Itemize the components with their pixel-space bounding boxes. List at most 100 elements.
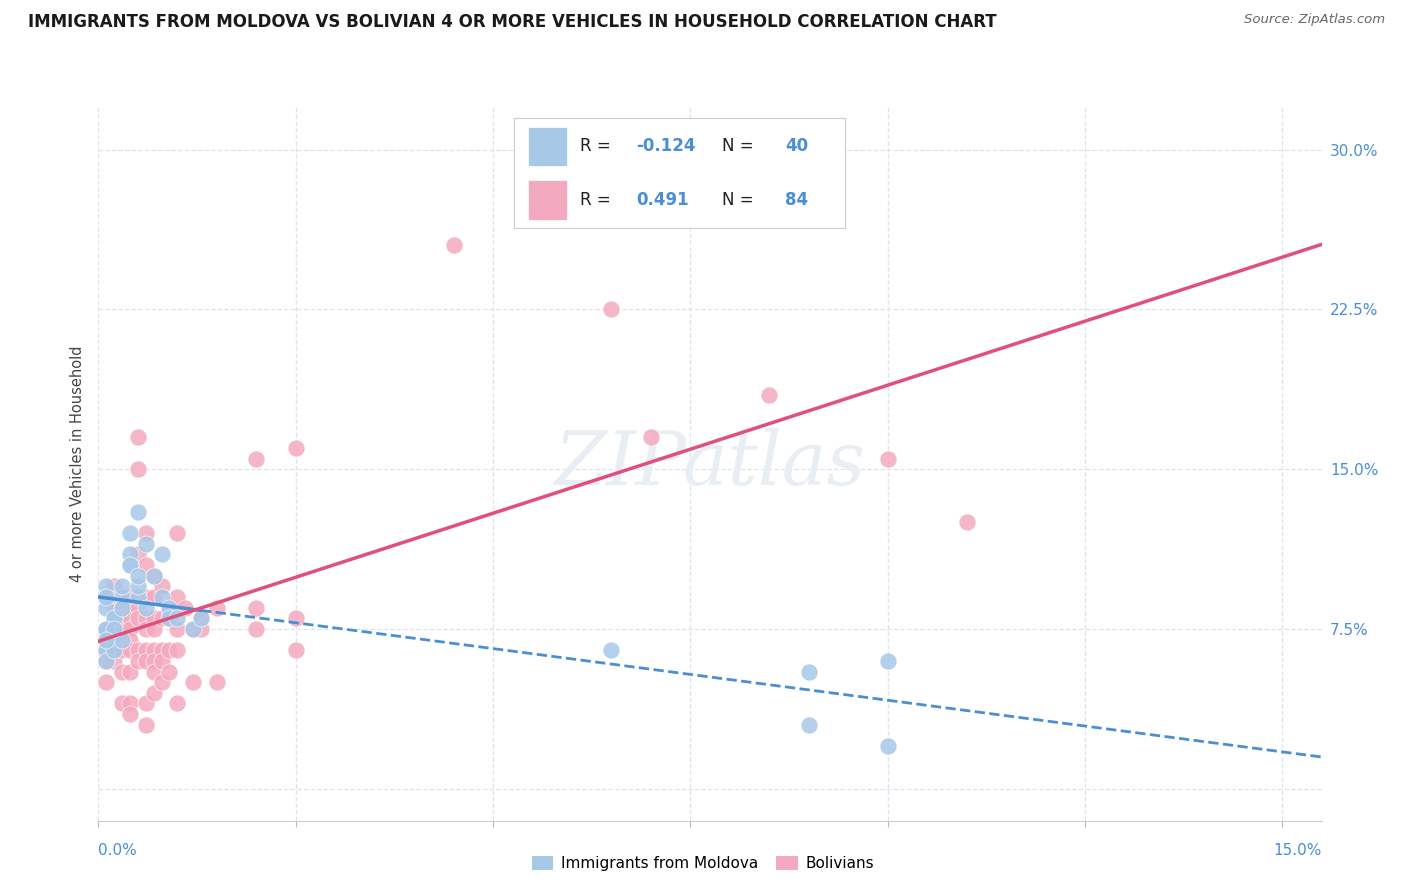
Point	[96, 622, 118, 636]
Point	[150, 590, 173, 604]
Point	[135, 654, 157, 668]
Point	[876, 739, 898, 753]
Point	[118, 558, 141, 572]
Point	[103, 643, 125, 657]
Point	[118, 600, 141, 615]
Point	[96, 675, 118, 690]
Point	[284, 441, 307, 455]
Point	[96, 579, 118, 593]
Point	[96, 643, 118, 657]
Point	[118, 665, 141, 679]
Point	[797, 718, 820, 732]
Point	[111, 590, 134, 604]
Text: 15.0%: 15.0%	[1274, 843, 1322, 858]
Point	[181, 622, 204, 636]
Point	[118, 590, 141, 604]
Point	[96, 632, 118, 647]
Point	[127, 590, 149, 604]
Point	[96, 622, 118, 636]
Point	[127, 462, 149, 476]
Point	[127, 430, 149, 444]
Point	[190, 622, 212, 636]
Text: IMMIGRANTS FROM MOLDOVA VS BOLIVIAN 4 OR MORE VEHICLES IN HOUSEHOLD CORRELATION : IMMIGRANTS FROM MOLDOVA VS BOLIVIAN 4 OR…	[28, 13, 997, 31]
Point	[135, 643, 157, 657]
Point	[876, 451, 898, 466]
Point	[135, 718, 157, 732]
Point	[111, 665, 134, 679]
Point	[159, 600, 181, 615]
Point	[284, 611, 307, 625]
Point	[111, 579, 134, 593]
Point	[111, 611, 134, 625]
Point	[142, 665, 165, 679]
Point	[103, 600, 125, 615]
Point	[600, 302, 623, 317]
Point	[150, 643, 173, 657]
Point	[205, 600, 228, 615]
Point	[127, 568, 149, 582]
Point	[190, 611, 212, 625]
Point	[127, 611, 149, 625]
Point	[111, 600, 134, 615]
Point	[166, 643, 188, 657]
Point	[103, 611, 125, 625]
Point	[142, 590, 165, 604]
Point	[135, 697, 157, 711]
Point	[135, 622, 157, 636]
Point	[284, 643, 307, 657]
Point	[142, 686, 165, 700]
Point	[166, 697, 188, 711]
Point	[181, 675, 204, 690]
Point	[150, 611, 173, 625]
Point	[150, 547, 173, 561]
Point	[127, 654, 149, 668]
Point	[127, 600, 149, 615]
Point	[797, 665, 820, 679]
Point	[159, 611, 181, 625]
Point	[758, 387, 780, 401]
Point	[111, 632, 134, 647]
Point	[142, 611, 165, 625]
Point	[103, 643, 125, 657]
Point	[190, 611, 212, 625]
Point	[103, 611, 125, 625]
Point	[142, 622, 165, 636]
Point	[111, 643, 134, 657]
Point	[118, 697, 141, 711]
Point	[135, 600, 157, 615]
Point	[127, 579, 149, 593]
Point	[159, 611, 181, 625]
Point	[142, 654, 165, 668]
Point	[118, 632, 141, 647]
Point	[103, 632, 125, 647]
Text: ZIPatlas: ZIPatlas	[554, 427, 866, 500]
Point	[135, 537, 157, 551]
Legend: Immigrants from Moldova, Bolivians: Immigrants from Moldova, Bolivians	[526, 849, 880, 877]
Point	[96, 622, 118, 636]
Point	[640, 430, 662, 444]
Point	[245, 600, 267, 615]
Point	[142, 568, 165, 582]
Point	[166, 611, 188, 625]
Point	[150, 654, 173, 668]
Text: Source: ZipAtlas.com: Source: ZipAtlas.com	[1244, 13, 1385, 27]
Point	[443, 238, 465, 252]
Point	[135, 526, 157, 541]
Point	[96, 590, 118, 604]
Point	[96, 632, 118, 647]
Point	[159, 665, 181, 679]
Point	[174, 600, 197, 615]
Point	[111, 622, 134, 636]
Point	[103, 579, 125, 593]
Point	[118, 547, 141, 561]
Point	[166, 622, 188, 636]
Point	[127, 505, 149, 519]
Point	[159, 600, 181, 615]
Y-axis label: 4 or more Vehicles in Household: 4 or more Vehicles in Household	[70, 345, 86, 582]
Point	[118, 643, 141, 657]
Point	[150, 579, 173, 593]
Point	[96, 654, 118, 668]
Point	[103, 654, 125, 668]
Point	[96, 643, 118, 657]
Point	[111, 632, 134, 647]
